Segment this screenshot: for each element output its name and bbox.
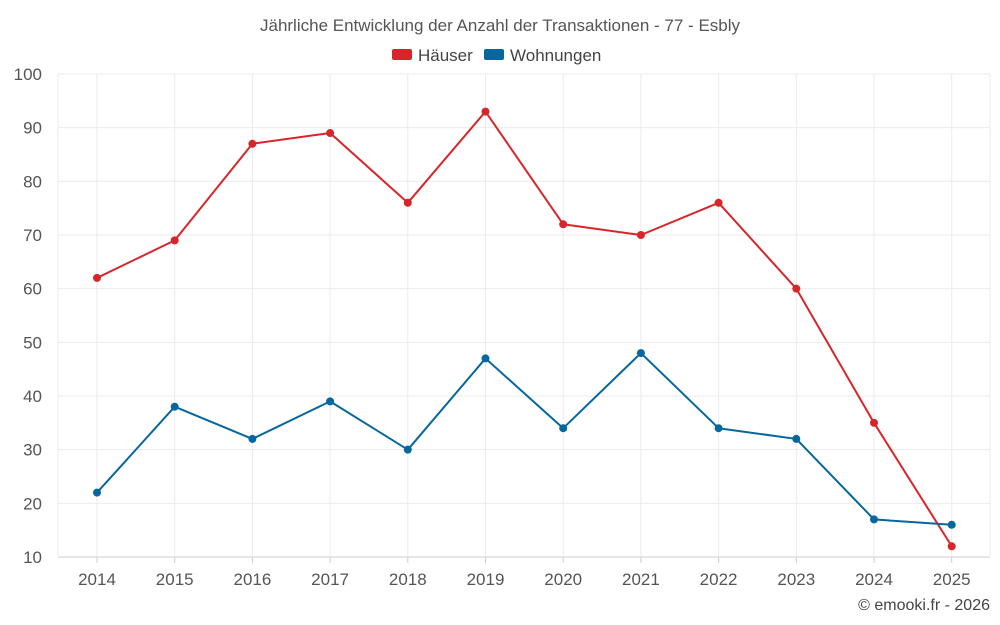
series-line-wohnungen (96, 352, 952, 526)
legend: Häuser Wohnungen (392, 46, 601, 65)
legend-item-wohnungen[interactable]: Wohnungen (484, 46, 601, 65)
data-point-haeuser[interactable] (248, 139, 257, 148)
x-tick-label: 2016 (233, 570, 271, 589)
legend-item-haeuser[interactable]: Häuser (392, 46, 473, 65)
data-point-wohnungen[interactable] (714, 424, 723, 433)
legend-swatch-wohnungen (484, 49, 504, 60)
data-point-wohnungen[interactable] (559, 424, 568, 433)
data-point-wohnungen[interactable] (870, 515, 878, 524)
data-point-wohnungen[interactable] (636, 349, 645, 358)
y-tick-label: 10 (23, 548, 42, 567)
x-tick-label: 2025 (933, 570, 971, 589)
x-tick-label: 2021 (622, 570, 660, 589)
data-point-wohnungen[interactable] (403, 445, 412, 454)
credit: © emooki.fr - 2026 (858, 597, 990, 614)
data-point-haeuser[interactable] (481, 107, 490, 116)
y-tick-label: 70 (23, 226, 42, 245)
x-tick-label: 2018 (389, 570, 427, 589)
data-point-haeuser[interactable] (870, 418, 878, 427)
data-point-wohnungen[interactable] (326, 397, 335, 406)
x-tick-label: 2022 (700, 570, 738, 589)
y-tick-label: 90 (23, 119, 42, 138)
y-tick-label: 60 (23, 280, 42, 299)
data-point-haeuser[interactable] (714, 198, 723, 207)
x-tick-label: 2014 (78, 570, 116, 589)
legend-label-wohnungen: Wohnungen (510, 46, 601, 65)
data-point-haeuser[interactable] (559, 220, 568, 229)
data-point-wohnungen[interactable] (481, 354, 490, 363)
x-tick-label: 2019 (467, 570, 505, 589)
y-tick-label: 100 (14, 65, 42, 84)
x-tick-label: 2020 (544, 570, 582, 589)
series (93, 107, 956, 551)
y-tick-label: 20 (23, 494, 42, 513)
data-point-haeuser[interactable] (403, 198, 412, 207)
data-point-wohnungen[interactable] (248, 434, 257, 443)
series-line-haeuser (96, 110, 953, 547)
y-tick-label: 40 (23, 387, 42, 406)
grid (57, 73, 991, 563)
data-point-haeuser[interactable] (947, 542, 956, 551)
data-point-wohnungen[interactable] (93, 488, 101, 497)
data-point-haeuser[interactable] (326, 129, 335, 138)
chart-title: Jährliche Entwicklung der Anzahl der Tra… (260, 16, 741, 35)
x-tick-label: 2017 (311, 570, 349, 589)
y-axis-ticks: 10 20 30 40 50 60 70 80 90 100 (14, 65, 42, 567)
x-tick-label: 2024 (855, 570, 893, 589)
legend-label-haeuser: Häuser (418, 46, 473, 65)
data-point-wohnungen[interactable] (170, 402, 179, 411)
data-point-wohnungen[interactable] (792, 434, 801, 443)
legend-swatch-haeuser (392, 49, 412, 60)
y-tick-label: 80 (23, 172, 42, 191)
x-tick-label: 2015 (156, 570, 194, 589)
y-tick-label: 50 (23, 333, 42, 352)
data-point-haeuser[interactable] (792, 284, 801, 293)
data-point-haeuser[interactable] (170, 236, 179, 245)
y-tick-label: 30 (23, 441, 42, 460)
x-tick-label: 2023 (777, 570, 815, 589)
data-point-wohnungen[interactable] (947, 520, 956, 529)
x-axis-ticks: 2014 2015 2016 2017 2018 2019 2020 2021 2022 2023… (78, 570, 971, 589)
data-point-haeuser[interactable] (93, 273, 101, 282)
data-point-haeuser[interactable] (636, 231, 645, 239)
